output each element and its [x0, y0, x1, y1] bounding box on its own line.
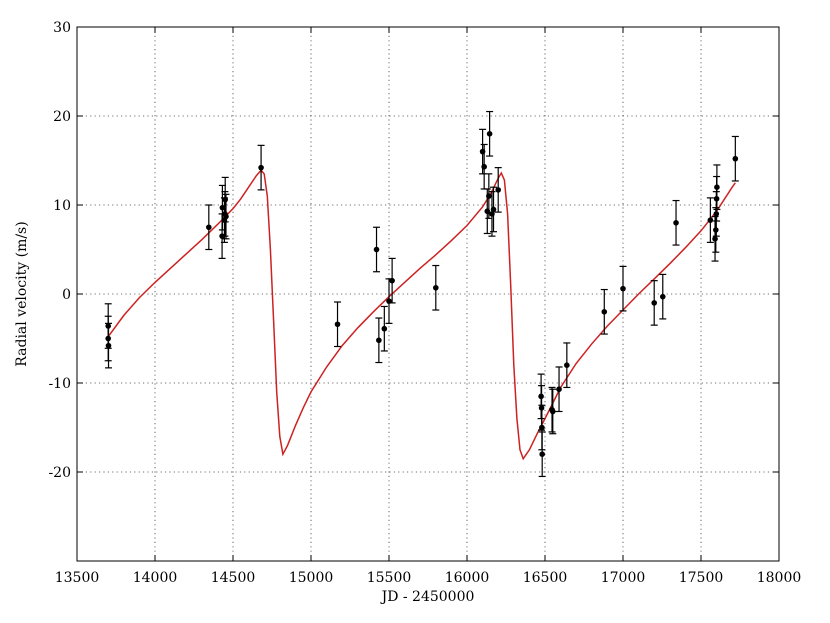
- data-point: [538, 431, 546, 478]
- point-marker: [389, 277, 395, 284]
- point-marker: [659, 293, 666, 300]
- point-marker: [219, 204, 226, 211]
- data-point: [731, 135, 739, 182]
- point-marker: [707, 217, 714, 223]
- model-curve-layer: [107, 169, 736, 461]
- point-marker: [486, 131, 493, 137]
- point-marker: [601, 309, 608, 315]
- point-marker: [433, 284, 439, 291]
- point-marker: [539, 451, 545, 458]
- data-point: [373, 226, 381, 273]
- point-marker: [373, 246, 380, 253]
- data-point: [490, 186, 498, 233]
- y-tick-label: 0: [62, 287, 71, 303]
- data-point: [600, 288, 608, 335]
- data-point: [619, 265, 627, 312]
- point-marker: [714, 184, 720, 190]
- data-points-layer: [104, 110, 739, 478]
- data-point: [105, 322, 113, 369]
- x-tick-label: 17500: [679, 570, 724, 586]
- x-tick-label: 14500: [211, 570, 256, 586]
- data-point: [205, 204, 213, 251]
- data-point: [650, 280, 658, 326]
- point-marker: [556, 386, 562, 393]
- data-point: [257, 144, 265, 191]
- point-marker: [495, 187, 502, 193]
- data-point: [485, 173, 493, 219]
- axis-ticks: 13500 14000 14500 15000 15500 16000 16500 17000…: [48, 20, 801, 586]
- data-point: [555, 366, 563, 413]
- data-point: [563, 342, 571, 389]
- data-point: [713, 164, 721, 211]
- data-point: [375, 317, 383, 364]
- point-marker: [651, 300, 657, 306]
- data-point: [388, 257, 396, 304]
- data-point: [486, 110, 494, 157]
- y-tick-label: 10: [53, 198, 71, 214]
- point-marker: [732, 155, 739, 162]
- x-tick-label: 13500: [55, 570, 100, 586]
- point-marker: [490, 206, 497, 213]
- point-marker: [712, 236, 718, 242]
- data-point: [385, 278, 393, 324]
- point-marker: [381, 325, 388, 332]
- data-point: [711, 215, 719, 262]
- x-tick-label: 15500: [367, 570, 412, 586]
- point-marker: [223, 213, 229, 220]
- x-tick-label: 16500: [523, 570, 568, 586]
- y-tick-label: 20: [53, 109, 71, 125]
- data-point: [672, 199, 680, 246]
- point-marker: [564, 362, 570, 369]
- plot-frame: [76, 26, 780, 562]
- data-point: [480, 143, 488, 190]
- data-point: [549, 388, 557, 435]
- data-point: [380, 305, 388, 352]
- y-axis-label: Radial velocity (m/s): [14, 221, 30, 366]
- point-marker: [258, 164, 264, 171]
- point-marker: [486, 193, 492, 199]
- point-marker: [620, 285, 626, 292]
- point-marker: [334, 321, 341, 328]
- data-point: [222, 193, 230, 240]
- data-point: [659, 273, 667, 320]
- point-marker: [206, 224, 212, 231]
- point-marker: [222, 196, 228, 203]
- model-curve: [107, 169, 736, 461]
- point-marker: [550, 408, 556, 415]
- x-axis-label: JD - 2450000: [380, 589, 475, 605]
- point-marker: [673, 220, 679, 226]
- y-tick-label: 30: [53, 20, 71, 36]
- data-point: [494, 167, 502, 213]
- point-marker: [105, 342, 112, 349]
- grid-lines: [77, 27, 779, 561]
- x-tick-label: 17000: [601, 570, 646, 586]
- y-tick-label: -20: [48, 465, 71, 481]
- data-point: [432, 264, 440, 311]
- x-tick-label: 18000: [757, 570, 802, 586]
- point-marker: [376, 337, 382, 344]
- data-point: [334, 301, 342, 348]
- x-tick-label: 15000: [289, 570, 334, 586]
- point-marker: [481, 163, 487, 170]
- x-tick-label: 16000: [445, 570, 490, 586]
- y-tick-label: -10: [48, 376, 71, 392]
- point-marker: [539, 424, 545, 431]
- data-point: [706, 197, 714, 243]
- x-tick-label: 14000: [133, 570, 178, 586]
